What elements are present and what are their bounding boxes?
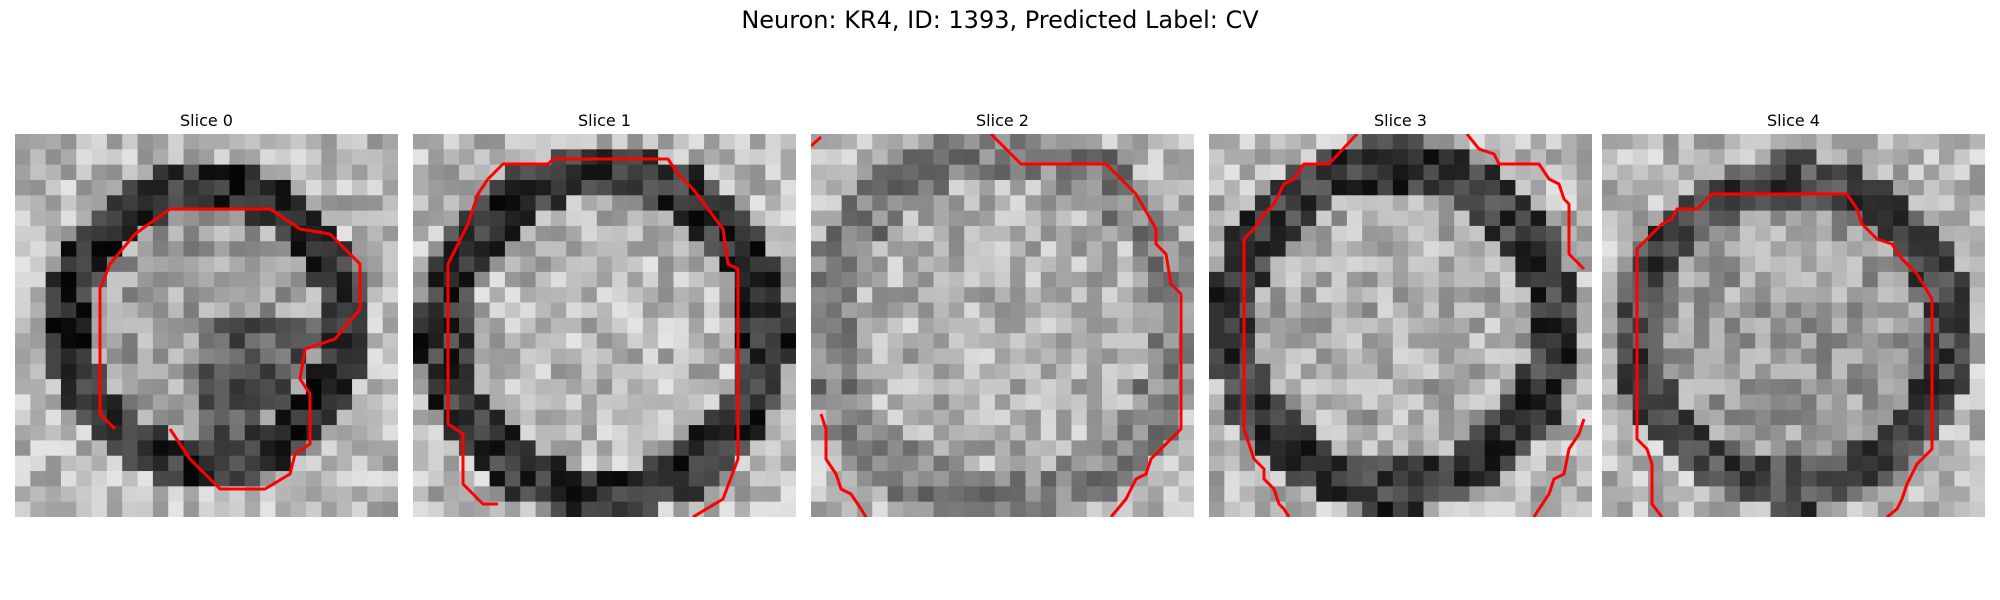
segmentation-contour xyxy=(1532,418,1586,517)
slice-image-4 xyxy=(1602,134,1985,517)
image-pixels xyxy=(413,134,796,517)
segmentation-contour xyxy=(1242,134,1359,517)
slice-image-1 xyxy=(413,134,796,517)
slice-image-3-svg xyxy=(1209,134,1592,517)
slice-title-3: Slice 3 xyxy=(1374,111,1427,130)
slice-panel-1: Slice 1 xyxy=(413,110,796,517)
image-pixels xyxy=(15,134,398,517)
slice-title-2: Slice 2 xyxy=(976,111,1029,130)
segmentation-contour xyxy=(989,134,1183,517)
slice-panel-4: Slice 4 xyxy=(1602,110,1985,517)
slice-panel-0: Slice 0 xyxy=(15,110,398,517)
image-pixels xyxy=(811,134,1194,517)
slice-image-2-svg xyxy=(811,134,1194,517)
segmentation-contour xyxy=(1465,134,1586,271)
segmentation-contour xyxy=(98,207,362,491)
slice-title-1: Slice 1 xyxy=(578,111,631,130)
image-pixels xyxy=(1602,134,1985,517)
slice-panel-2: Slice 2 xyxy=(811,110,1194,517)
segmentation-contour xyxy=(446,157,740,517)
segmentation-contour xyxy=(811,135,823,148)
slice-panel-3: Slice 3 xyxy=(1209,110,1592,517)
slice-title-0: Slice 0 xyxy=(180,111,233,130)
image-pixels xyxy=(1209,134,1592,517)
slice-title-4: Slice 4 xyxy=(1767,111,1820,130)
slice-image-0 xyxy=(15,134,398,517)
segmentation-contour xyxy=(1635,192,1934,517)
segmentation-contour xyxy=(819,413,868,517)
slice-image-0-svg xyxy=(15,134,398,517)
figure-title: Neuron: KR4, ID: 1393, Predicted Label: … xyxy=(741,6,1259,34)
slice-image-3 xyxy=(1209,134,1592,517)
slice-image-4-svg xyxy=(1602,134,1985,517)
slice-image-1-svg xyxy=(413,134,796,517)
slice-image-2 xyxy=(811,134,1194,517)
